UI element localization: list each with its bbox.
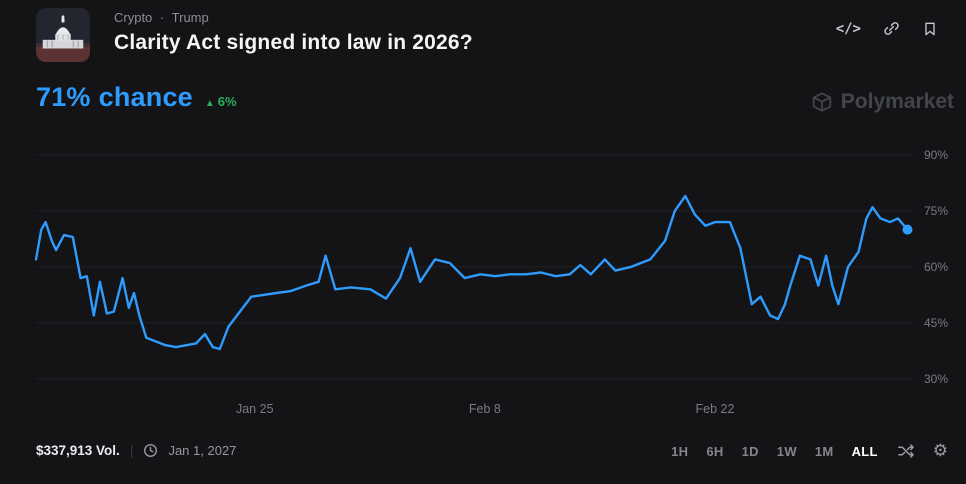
x-axis-labels: Jan 25 Feb 8 Feb 22 [36,402,911,420]
change-value: 6% [217,94,237,109]
capitol-image [36,8,90,62]
polymarket-watermark: Polymarket [811,90,954,114]
header: Crypto · Trump Clarity Act signed into l… [36,8,938,62]
range-buttons: 1H 6H 1D 1W 1M ALL [670,442,879,461]
chance-row: 71% chance ▲ 6% [36,82,237,113]
chart-controls: 1H 6H 1D 1W 1M ALL ⚙ [670,441,948,461]
x-axis-tick: Feb 8 [468,402,501,416]
market-title: Clarity Act signed into law in 2026? [114,31,473,54]
header-actions: </> [836,20,938,37]
compare-icon[interactable] [897,442,915,460]
range-1w[interactable]: 1W [776,443,797,459]
range-all[interactable]: ALL [851,443,878,459]
footer-divider: | [129,442,134,458]
header-text: Crypto · Trump Clarity Act signed into l… [114,8,473,55]
breadcrumb-category[interactable]: Crypto [114,10,153,25]
y-axis-labels: 90% 75% 60% 45% 30% [924,140,964,390]
up-arrow-icon: ▲ [204,98,215,109]
chance-value: 71% [36,82,91,112]
embed-code-icon[interactable]: </> [835,20,861,37]
polymarket-wordmark: Polymarket [840,90,954,113]
polymarket-logo-icon [812,92,831,112]
chance-label: chance [98,82,193,112]
breadcrumb: Crypto · Trump [114,10,473,25]
probability-chart[interactable] [34,140,913,390]
change-badge: ▲ 6% [205,94,237,109]
breadcrumb-subcategory[interactable]: Trump [171,10,209,25]
y-axis-tick: 75% [924,203,949,218]
breadcrumb-separator: · [159,10,165,25]
range-1m[interactable]: 1M [814,443,834,459]
volume: $337,913 Vol. [36,442,120,458]
x-axis-tick: Feb 22 [695,402,735,416]
bookmark-icon[interactable] [922,21,938,37]
y-axis-tick: 30% [924,371,949,386]
range-1h[interactable]: 1H [671,443,689,459]
market-avatar[interactable] [36,8,90,62]
y-axis-tick: 45% [924,315,949,330]
range-6h[interactable]: 6H [706,443,724,459]
clock-icon [143,443,158,458]
settings-gear-icon[interactable]: ⚙ [932,441,948,461]
current-price-dot [902,224,913,235]
footer: $337,913 Vol. | Jan 1, 2027 [36,442,236,458]
y-axis-tick: 60% [924,259,949,274]
y-axis-tick: 90% [924,147,949,162]
range-1d[interactable]: 1D [741,443,759,459]
probability-line [34,194,909,351]
end-date: Jan 1, 2027 [168,442,237,458]
x-axis-tick: Jan 25 [235,402,274,416]
copy-link-icon[interactable] [883,20,900,37]
